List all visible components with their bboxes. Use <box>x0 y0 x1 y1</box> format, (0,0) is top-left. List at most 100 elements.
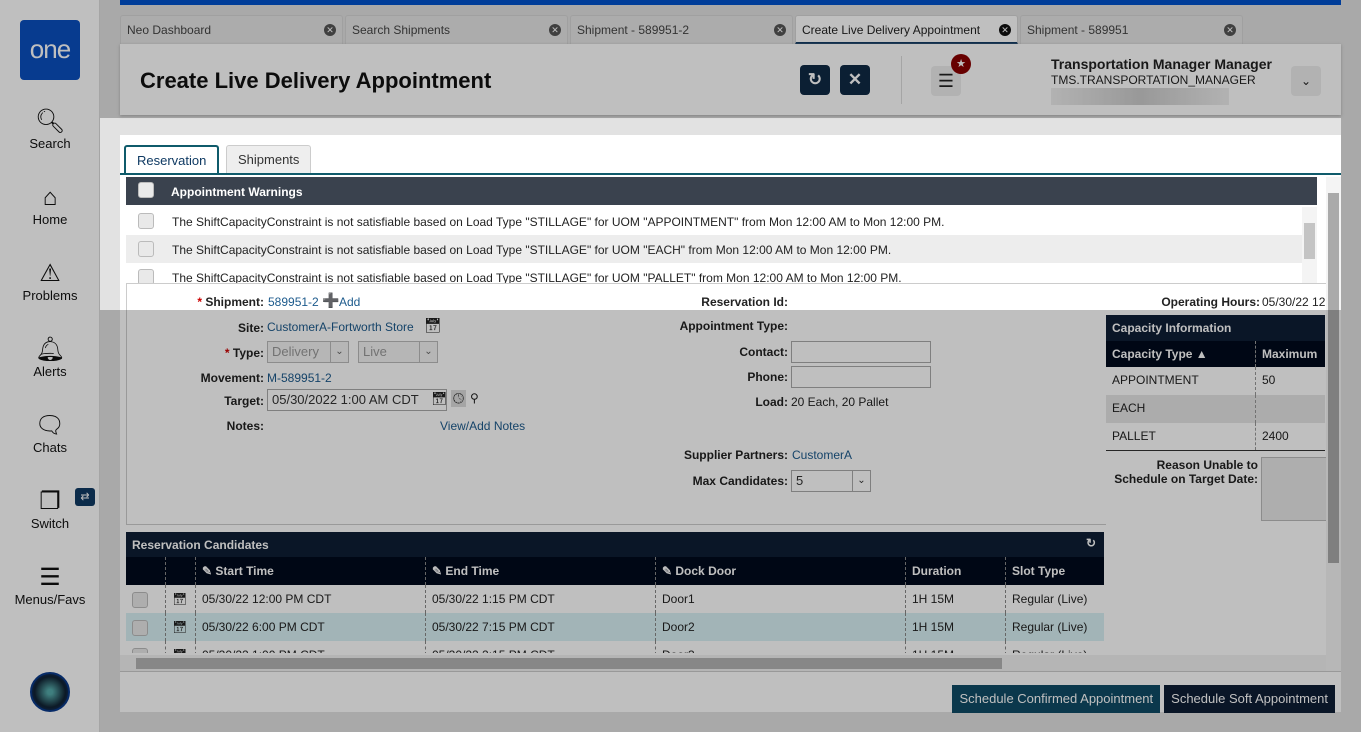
schedule-confirmed-button[interactable]: Schedule Confirmed Appointment <box>952 685 1161 713</box>
col-maximum[interactable]: Maximum <box>1262 347 1318 361</box>
cell: 05/30/22 1:15 PM CDT <box>426 585 656 613</box>
close-icon[interactable]: ✕ <box>999 24 1011 36</box>
page-header: Create Live Delivery Appointment ↻ ✕ ☰ ★… <box>120 44 1341 115</box>
cell: 05/30/22 7:15 PM CDT <box>426 613 656 641</box>
tab-shipment-589951-2[interactable]: Shipment - 589951-2 ✕ <box>570 15 793 44</box>
clock-icon[interactable]: 🕓︎ <box>451 390 467 407</box>
col-label: End Time <box>445 564 500 578</box>
avatar[interactable] <box>30 672 70 712</box>
view-add-notes-link[interactable]: View/Add Notes <box>440 419 526 433</box>
add-circle-icon[interactable]: ➕ <box>322 292 340 308</box>
calendar-icon[interactable]: 📅︎ <box>424 317 442 333</box>
site-link[interactable]: CustomerA-Fortworth Store <box>267 320 414 334</box>
table-row[interactable]: 📅︎ 05/30/22 12:00 PM CDT 05/30/22 1:15 PM … <box>126 585 1104 613</box>
horizontal-scrollbar[interactable] <box>120 655 1326 671</box>
select-all-checkbox[interactable] <box>138 182 154 198</box>
cell: PALLET <box>1106 423 1256 450</box>
tab-neo-dashboard[interactable]: Neo Dashboard ✕ <box>120 15 343 44</box>
nav-alerts[interactable]: 🔔︎ Alerts <box>0 336 100 379</box>
calendar-icon[interactable]: 📅︎ <box>431 391 448 406</box>
site-label: Site: <box>237 321 264 335</box>
nav-switch[interactable]: ❐ Switch <box>0 488 100 531</box>
col-capacity-type[interactable]: Capacity Type ▲ <box>1106 341 1256 367</box>
row-checkbox[interactable] <box>132 620 148 636</box>
shipment-label: Shipment: <box>205 295 264 309</box>
scroll-thumb[interactable] <box>1304 223 1315 259</box>
tab-create-live-delivery[interactable]: Create Live Delivery Appointment ✕ <box>795 15 1018 44</box>
switch-arrows-icon[interactable]: ⇄ <box>75 488 95 506</box>
nav-problems[interactable]: ⚠ Problems <box>0 260 100 303</box>
table-row[interactable]: 📅︎ 05/30/22 6:00 PM CDT 05/30/22 7:15 PM C… <box>126 613 1104 641</box>
movement-label: Movement: <box>200 371 264 385</box>
shipment-link[interactable]: 589951-2 <box>268 295 319 309</box>
tab-shipments[interactable]: Shipments <box>226 145 312 173</box>
calendar-icon[interactable]: 📅︎ <box>166 613 196 641</box>
row-checkbox[interactable] <box>138 241 154 257</box>
tab-search-shipments[interactable]: Search Shipments ✕ <box>345 15 568 44</box>
edit-icon: ✎ <box>662 564 676 578</box>
tab-reservation[interactable]: Reservation <box>124 145 220 173</box>
subtype-select[interactable]: Live ⌄ <box>358 341 438 363</box>
col-duration[interactable]: Duration <box>906 557 1006 585</box>
cell: 50 <box>1262 373 1276 387</box>
calendar-icon[interactable]: 📅︎ <box>166 585 196 613</box>
nav-search[interactable]: 🔍︎ Search <box>0 108 100 151</box>
target-date-input[interactable]: 05/30/2022 1:00 AM CDT <box>267 389 447 411</box>
warning-row: The ShiftCapacityConstraint is not satis… <box>126 235 1302 263</box>
refresh-icon[interactable]: ↻ <box>1085 536 1096 550</box>
search-icon: 🔍︎ <box>34 108 66 135</box>
col-end-time[interactable]: ✎ End Time <box>426 557 656 585</box>
movement-link[interactable]: M-589951-2 <box>267 371 332 385</box>
close-icon[interactable]: ✕ <box>1224 24 1236 36</box>
calendar-icon[interactable]: 📅︎ <box>166 641 196 653</box>
warnings-title: Appointment Warnings <box>171 185 303 199</box>
supplier-link[interactable]: CustomerA <box>792 448 853 462</box>
close-icon[interactable]: ✕ <box>549 24 561 36</box>
contact-input[interactable] <box>791 341 931 363</box>
max-candidates-select[interactable]: 5 ⌄ <box>791 470 871 492</box>
favorite-star-icon[interactable]: ★ <box>951 54 971 74</box>
col-dock-door[interactable]: ✎ Dock Door <box>656 557 906 585</box>
scroll-thumb[interactable] <box>1328 193 1339 563</box>
user-dropdown-button[interactable]: ⌄ <box>1291 66 1321 96</box>
reason-textarea[interactable] <box>1261 457 1327 521</box>
nav-label: Search <box>29 136 71 151</box>
tab-shipment-589951[interactable]: Shipment - 589951 ✕ <box>1020 15 1243 44</box>
col-slot-type[interactable]: Slot Type <box>1012 564 1066 578</box>
warnings-scrollbar[interactable] <box>1302 207 1317 283</box>
cell: Regular (Live) <box>1012 592 1088 606</box>
scroll-thumb[interactable] <box>136 658 1002 669</box>
appointment-type-label: Appointment Type: <box>679 319 788 333</box>
close-icon[interactable]: ✕ <box>774 24 786 36</box>
cell: Regular (Live) <box>1012 620 1088 634</box>
warning-text: The ShiftCapacityConstraint is not satis… <box>172 215 945 229</box>
reason-label: Reason Unable to Schedule on Target Date… <box>1114 458 1258 486</box>
phone-input[interactable] <box>791 366 931 388</box>
row-checkbox[interactable] <box>138 269 154 283</box>
nav-label: Alerts <box>33 364 67 379</box>
row-checkbox[interactable] <box>132 592 148 608</box>
row-checkbox[interactable] <box>138 213 154 229</box>
vertical-scrollbar[interactable] <box>1326 177 1341 671</box>
clear-broom-icon[interactable]: ⚲ <box>470 391 479 405</box>
content-panel: Reservation Shipments Appointment Warnin… <box>120 135 1341 713</box>
add-shipment-link[interactable]: Add <box>339 295 361 309</box>
supplier-label: Supplier Partners: <box>683 448 788 462</box>
refresh-button[interactable]: ↻ <box>800 65 830 95</box>
close-button[interactable]: ✕ <box>840 65 870 95</box>
divider <box>126 283 1326 284</box>
nav-menus[interactable]: ☰ Menus/Favs <box>0 564 100 607</box>
close-icon[interactable]: ✕ <box>324 24 336 36</box>
nav-home[interactable]: ⌂ Home <box>0 184 100 227</box>
col-start-time[interactable]: ✎ Start Time <box>196 557 426 585</box>
tab-label: Create Live Delivery Appointment <box>802 23 981 37</box>
schedule-soft-button[interactable]: Schedule Soft Appointment <box>1164 685 1335 713</box>
logo[interactable]: one <box>20 20 80 80</box>
refresh-icon: ↻ <box>807 70 823 89</box>
row-checkbox[interactable] <box>132 648 148 653</box>
chevron-down-icon: ⌄ <box>419 342 437 362</box>
cell: Door2 <box>656 613 906 641</box>
type-select[interactable]: Delivery ⌄ <box>267 341 349 363</box>
nav-chats[interactable]: 🗨︎ Chats <box>0 412 100 455</box>
